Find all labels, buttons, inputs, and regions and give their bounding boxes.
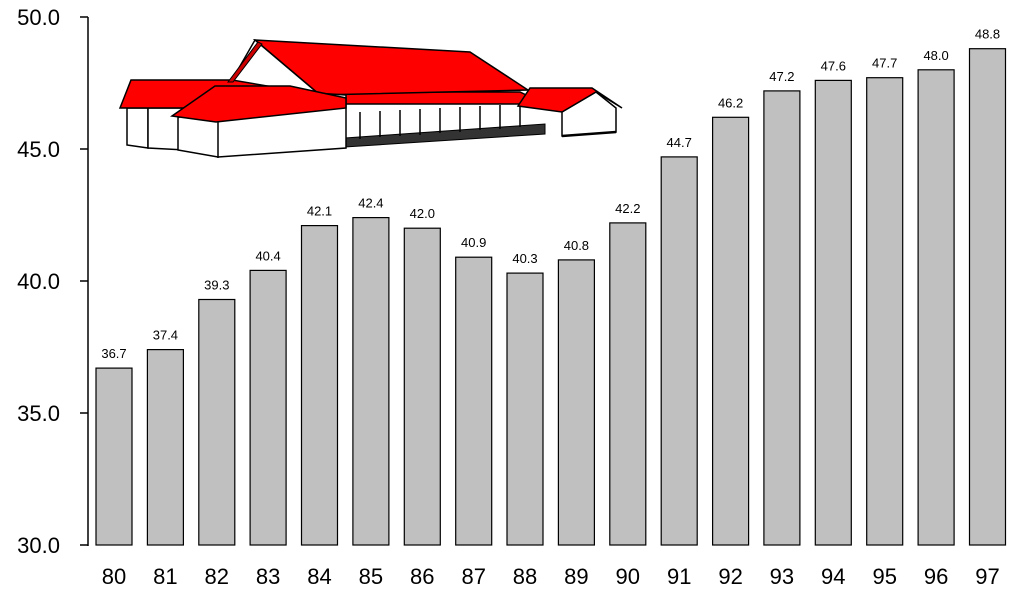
x-tick-label-82: 82 [205,564,229,589]
data-label-92: 46.2 [718,95,743,110]
x-tick-label-89: 89 [564,564,588,589]
bar-97 [968,48,1007,546]
y-tick-label: 35.0 [17,401,60,426]
bar-81 [146,349,184,546]
data-label-90: 42.2 [615,201,640,216]
data-label-97: 48.8 [975,27,1000,42]
data-label-94: 47.6 [821,58,846,73]
bar-93 [763,90,801,546]
bar-87 [455,256,493,546]
data-label-93: 47.2 [769,69,794,84]
bar-95 [866,77,904,546]
x-tick-label-84: 84 [307,564,331,589]
bar-89 [557,259,596,546]
x-tick-label-94: 94 [821,564,845,589]
x-tick-label-96: 96 [924,564,948,589]
x-tick-label-80: 80 [102,564,126,589]
data-label-83: 40.4 [255,248,280,263]
x-tick-label-92: 92 [718,564,742,589]
bar-83 [249,269,287,546]
bar-82 [198,298,236,546]
bar-90 [609,222,647,546]
y-tick-label: 45.0 [17,137,60,162]
data-label-95: 47.7 [872,56,897,71]
x-tick-label-91: 91 [667,564,691,589]
x-tick-label-95: 95 [872,564,896,589]
y-tick-label: 50.0 [17,5,60,30]
data-label-81: 37.4 [153,328,178,343]
data-label-85: 42.4 [358,196,383,211]
bar-84 [300,225,339,546]
x-tick-label-86: 86 [410,564,434,589]
data-label-88: 40.3 [512,251,537,266]
data-label-80: 36.7 [101,346,126,361]
data-label-84: 42.1 [307,204,332,219]
data-label-96: 48.0 [923,48,948,63]
y-tick-label: 40.0 [17,269,60,294]
bar-96 [917,69,955,546]
bar-85 [352,217,390,546]
x-tick-label-90: 90 [616,564,640,589]
data-label-82: 39.3 [204,278,229,293]
data-label-86: 42.0 [410,206,435,221]
data-label-87: 40.9 [461,235,486,250]
bar-86 [403,227,441,546]
building-illustration-icon [118,38,623,158]
x-tick-label-83: 83 [256,564,280,589]
bar-94 [814,79,852,546]
x-tick-label-85: 85 [359,564,383,589]
y-tick-label: 30.0 [17,533,60,558]
x-tick-label-93: 93 [770,564,794,589]
x-tick-label-87: 87 [461,564,485,589]
data-label-91: 44.7 [667,135,692,150]
data-label-89: 40.8 [564,238,589,253]
x-tick-label-97: 97 [975,564,999,589]
x-tick-label-81: 81 [153,564,177,589]
x-tick-label-88: 88 [513,564,537,589]
bar-88 [506,272,544,546]
bar-91 [660,156,698,546]
bar-80 [95,367,133,546]
bar-92 [711,116,750,546]
